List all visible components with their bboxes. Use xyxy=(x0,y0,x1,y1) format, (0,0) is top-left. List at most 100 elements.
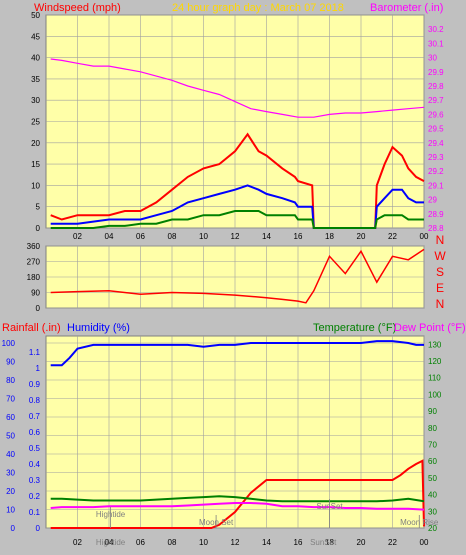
barometer-ticks: 28.8 28.9 29 29.1 29.2 29.3 29.4 29.5 29.6 29.7 29… xyxy=(428,25,444,233)
hour-tick-label: 20 xyxy=(357,232,366,241)
hour-tick-label: 10 xyxy=(199,232,208,241)
hour-tick-label: 18 xyxy=(325,232,334,241)
windspeed-tick-label: 15 xyxy=(31,160,40,169)
barometer-tick-label: 29.7 xyxy=(428,96,444,105)
hour-tick-label: 16 xyxy=(294,538,303,547)
event-label: Moon Set xyxy=(199,518,234,527)
hour-tick-label: 08 xyxy=(168,232,177,241)
compass-label: E xyxy=(436,281,444,295)
barometer-tick-label: 29.6 xyxy=(428,110,444,119)
barometer-tick-label: 28.8 xyxy=(428,224,444,233)
humidity-axis-label: Humidity (%) xyxy=(67,322,130,334)
rain-tick-label: 0.6 xyxy=(29,428,41,437)
barometer-tick-label: 28.9 xyxy=(428,210,444,219)
event-label: SunSet xyxy=(316,502,343,511)
hour-ticks-bottom: 02 04 06 08 10 12 14 16 18 20 22 00 xyxy=(73,538,429,547)
temperature-tick-label: 120 xyxy=(428,357,442,366)
windspeed-tick-label: 20 xyxy=(31,139,40,148)
temperature-line xyxy=(50,495,425,503)
barometer-line xyxy=(50,58,425,118)
hour-tick-label: 14 xyxy=(262,538,271,547)
rain-tick-label: 0.1 xyxy=(29,508,41,517)
humidity-tick-label: 80 xyxy=(6,376,15,385)
temperature-tick-label: 80 xyxy=(428,424,437,433)
wind-series xyxy=(50,58,425,229)
barometer-tick-label: 29.5 xyxy=(428,125,444,134)
barometer-tick-label: 29.3 xyxy=(428,153,444,162)
humidity-tick-label: 10 xyxy=(6,506,15,515)
hour-tick-label: 04 xyxy=(105,538,114,547)
astro-annotations: Hightide Moon Set SunSet Moon Rise Hightide S… xyxy=(96,499,439,547)
event-label: Hightide xyxy=(96,510,126,519)
humidity-line xyxy=(50,340,424,367)
hour-tick-label: 10 xyxy=(199,538,208,547)
windspeed-tick-label: 10 xyxy=(31,181,40,190)
hour-tick-label: 06 xyxy=(136,232,145,241)
temperature-tick-label: 50 xyxy=(428,474,437,483)
barometer-tick-label: 29 xyxy=(428,196,437,205)
humidity-series xyxy=(50,340,425,529)
windspeed-tick-label: 40 xyxy=(31,54,40,63)
windspeed-tick-label: 25 xyxy=(31,118,40,127)
humidity-ticks: 0 10 20 30 40 50 60 70 80 90 100 xyxy=(2,339,16,533)
hour-tick-label: 12 xyxy=(231,232,240,241)
rain-tick-label: 0.5 xyxy=(29,444,41,453)
temperature-axis-label: Temperature (°F) xyxy=(313,322,396,334)
humidity-tick-label: 70 xyxy=(6,395,15,404)
temperature-tick-label: 100 xyxy=(428,390,442,399)
rain-tick-label: 0.9 xyxy=(29,380,41,389)
windspeed-axis-label: Windspeed (mph) xyxy=(34,2,121,14)
wind_avg-line xyxy=(50,184,424,229)
windspeed-tick-label: 5 xyxy=(36,203,41,212)
direction-tick-label: 360 xyxy=(27,242,41,251)
rain-tick-label: 0.2 xyxy=(29,492,41,501)
humidity-tick-label: 90 xyxy=(6,358,15,367)
rain-tick-label: 1 xyxy=(36,364,41,373)
rain-tick-label: 0.7 xyxy=(29,412,41,421)
humidity-tick-label: 0 xyxy=(11,524,16,533)
temperature-ticks: 20 30 40 50 60 70 80 90 100 110 120 130 xyxy=(428,340,442,533)
direction-ticks: 0 90 180 270 360 xyxy=(27,242,41,313)
rain-tick-label: 1.1 xyxy=(29,348,41,357)
humidity-tick-label: 30 xyxy=(6,469,15,478)
rain-ticks: 0 0.1 0.2 0.3 0.4 0.5 0.6 0.7 0.8 0.9 1 1.1 xyxy=(29,348,41,533)
humidity-tick-label: 50 xyxy=(6,432,15,441)
hour-ticks: 02 04 06 08 10 12 14 16 18 20 22 00 xyxy=(73,232,429,241)
compass-label: S xyxy=(436,265,444,279)
hour-tick-label: 06 xyxy=(136,538,145,547)
windspeed-ticks: 0 5 10 15 20 25 30 35 40 45 50 xyxy=(31,11,40,233)
hour-tick-label: 22 xyxy=(388,538,397,547)
temperature-tick-label: 60 xyxy=(428,457,437,466)
rain-tick-label: 0 xyxy=(36,524,41,533)
event-axis-label: Hightide xyxy=(96,538,126,547)
compass-label: W xyxy=(434,249,446,263)
hour-tick-label: 02 xyxy=(73,538,82,547)
event-label: Moon Rise xyxy=(400,518,439,527)
hour-tick-label: 00 xyxy=(420,538,429,547)
humidity-tick-label: 20 xyxy=(6,487,15,496)
temperature-tick-label: 30 xyxy=(428,507,437,516)
compass-label: N xyxy=(436,297,445,311)
wind-grid xyxy=(46,14,425,229)
hour-tick-label: 02 xyxy=(73,232,82,241)
temperature-tick-label: 70 xyxy=(428,441,437,450)
wind_low-line xyxy=(50,210,424,229)
direction-tick-label: 90 xyxy=(31,289,40,298)
humidity-tick-label: 100 xyxy=(2,339,16,348)
event-axis-label: SunSet xyxy=(310,538,337,547)
windspeed-tick-label: 50 xyxy=(31,11,40,20)
barometer-tick-label: 29.1 xyxy=(428,181,444,190)
hour-tick-label: 12 xyxy=(231,538,240,547)
hour-tick-label: 00 xyxy=(420,232,429,241)
barometer-tick-label: 30 xyxy=(428,54,437,63)
hour-tick-label: 20 xyxy=(357,538,366,547)
direction-tick-label: 0 xyxy=(36,304,41,313)
humidity-tick-label: 60 xyxy=(6,413,15,422)
rain-tick-label: 0.8 xyxy=(29,396,41,405)
direction-tick-label: 270 xyxy=(27,258,41,267)
windspeed-tick-label: 0 xyxy=(36,224,41,233)
temperature-tick-label: 90 xyxy=(428,407,437,416)
wind-direction-line xyxy=(50,248,425,304)
